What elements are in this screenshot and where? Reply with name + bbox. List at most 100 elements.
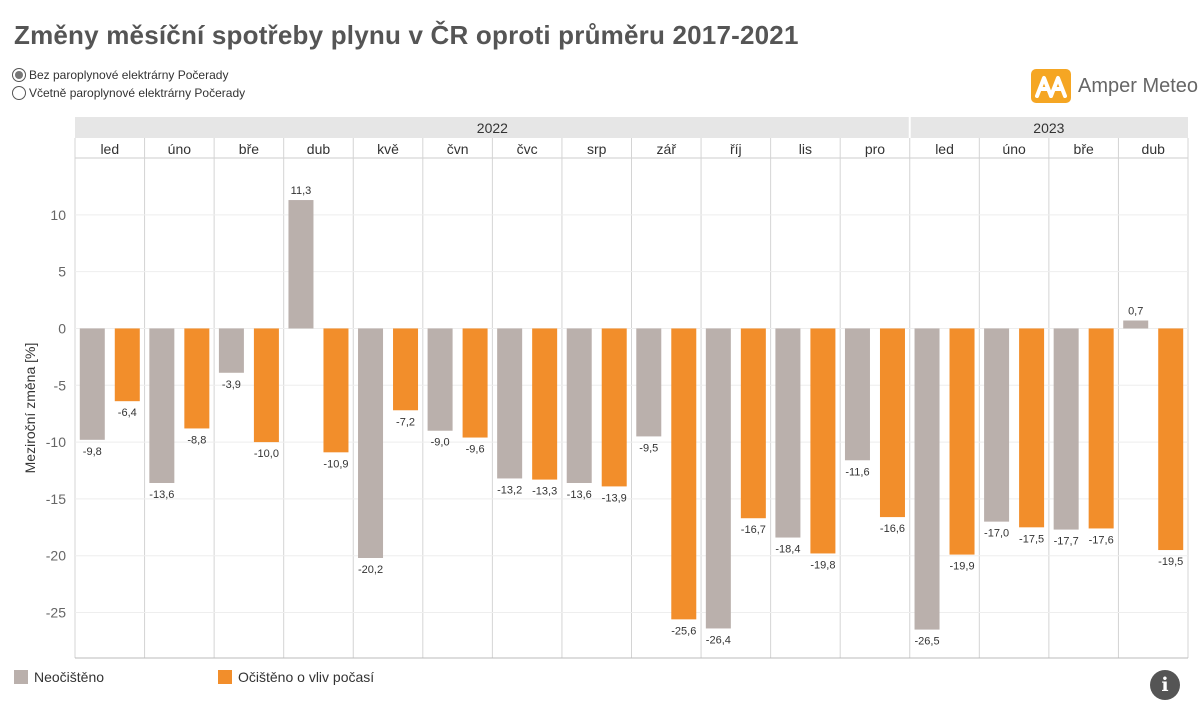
data-labels: -9,8 -13,6 -3,9 11,3 -20,2 -9,0 -13,2 -13,6 -9,5…	[83, 185, 1183, 648]
data-label: -13,6	[149, 489, 174, 501]
y-tick-label: -15	[46, 491, 66, 507]
y-axis-label: Meziroční změna [%]	[22, 343, 38, 474]
data-label: -9,6	[466, 444, 485, 456]
month-label: dub	[307, 141, 331, 157]
bar	[671, 328, 697, 620]
month-label: úno	[168, 141, 192, 157]
data-label: -13,3	[532, 486, 557, 498]
year-label: 2023	[1033, 120, 1064, 136]
bar	[393, 328, 419, 411]
legend-swatch	[14, 670, 28, 684]
data-label: -9,5	[639, 442, 658, 454]
data-label: -26,5	[914, 636, 939, 648]
month-label: zář	[657, 141, 677, 157]
data-label: -10,9	[323, 458, 348, 470]
year-header-row: 2022 2023	[75, 117, 1188, 138]
month-label: říj	[730, 141, 742, 157]
month-label: úno	[1002, 141, 1026, 157]
data-label: -20,2	[358, 564, 383, 576]
month-label: dub	[1142, 141, 1166, 157]
data-label: -13,6	[567, 489, 592, 501]
legend-swatch	[218, 670, 232, 684]
y-tick-label: -5	[54, 377, 67, 393]
amper-meteo-logo-icon	[1031, 69, 1071, 103]
month-label: led	[100, 141, 119, 157]
bar	[114, 328, 140, 402]
data-label: -18,4	[775, 544, 800, 556]
data-label: -16,6	[880, 523, 905, 535]
filter-option-label: Bez paroplynové elektrárny Počerady	[29, 68, 229, 82]
bar	[775, 328, 801, 538]
bar	[1158, 328, 1184, 551]
filter-option-with-pocerady[interactable]: Včetně paroplynové elektrárny Počerady	[12, 84, 245, 102]
data-label: -3,9	[222, 379, 241, 391]
data-label: -9,0	[431, 437, 450, 449]
month-label: čvn	[447, 141, 469, 157]
y-tick-label: -10	[46, 434, 66, 450]
bar	[636, 328, 662, 437]
data-label: -10,0	[254, 448, 279, 460]
legend-item-weather-adjusted[interactable]: Očištěno o vliv počasí	[218, 669, 374, 685]
year-header-bg	[75, 117, 1188, 138]
bar	[184, 328, 210, 429]
month-label: pro	[865, 141, 885, 157]
data-label: -9,8	[83, 446, 102, 458]
bar	[1123, 320, 1149, 329]
legend-label: Neočištěno	[34, 669, 105, 685]
bar	[149, 328, 175, 483]
data-label: -17,5	[1019, 533, 1044, 545]
bar	[566, 328, 592, 483]
legend-item-unadjusted[interactable]: Neočištěno	[14, 669, 104, 685]
data-label: -11,6	[845, 466, 869, 478]
bar	[1019, 328, 1045, 528]
filter-option-without-pocerady[interactable]: Bez paroplynové elektrárny Počerady	[12, 66, 245, 84]
bar	[253, 328, 279, 443]
data-label: -6,4	[118, 407, 137, 419]
bar	[740, 328, 766, 519]
radio-unselected-icon[interactable]	[12, 86, 26, 100]
y-tick-label: 0	[58, 320, 66, 336]
bar	[427, 328, 453, 431]
data-label: -17,7	[1054, 536, 1079, 548]
month-label: bře	[1074, 141, 1094, 157]
y-tick-label: 10	[50, 207, 66, 223]
month-label: lis	[799, 141, 812, 157]
brand-name: Amper Meteo	[1078, 74, 1199, 97]
data-label: -13,2	[497, 484, 522, 496]
bar	[288, 200, 314, 329]
month-label: srp	[587, 141, 607, 157]
bar	[462, 328, 488, 438]
bar	[844, 328, 870, 461]
bar	[1088, 328, 1114, 529]
brand[interactable]: Amper Meteo	[1031, 69, 1198, 103]
info-icon[interactable]: i	[1150, 670, 1180, 700]
radio-selected-icon[interactable]	[12, 68, 26, 82]
data-label: -19,9	[949, 561, 974, 573]
legend-label: Očištěno o vliv počasí	[238, 669, 375, 685]
month-label: led	[935, 141, 954, 157]
bar	[601, 328, 627, 487]
bar	[879, 328, 905, 518]
data-label: -13,9	[602, 492, 627, 504]
month-label: čvc	[517, 141, 538, 157]
y-tick-label: 5	[58, 264, 66, 280]
data-label: -17,6	[1089, 534, 1114, 546]
bars	[79, 200, 1184, 630]
data-label: -19,8	[810, 559, 835, 571]
data-label: -16,7	[741, 524, 766, 536]
bar	[949, 328, 975, 555]
bar	[810, 328, 836, 554]
data-label: -19,5	[1158, 556, 1183, 568]
y-tick-label: -25	[46, 605, 66, 621]
bar	[914, 328, 940, 630]
data-label: -17,0	[984, 528, 1009, 540]
month-label: kvě	[377, 141, 399, 157]
bar	[323, 328, 349, 453]
month-label: bře	[239, 141, 259, 157]
bar	[218, 328, 244, 373]
data-label: 11,3	[291, 185, 312, 197]
bar	[79, 328, 105, 440]
bar	[1053, 328, 1079, 530]
y-axis: 10 5 0 -5 -10 -15 -20 -25	[46, 207, 66, 621]
